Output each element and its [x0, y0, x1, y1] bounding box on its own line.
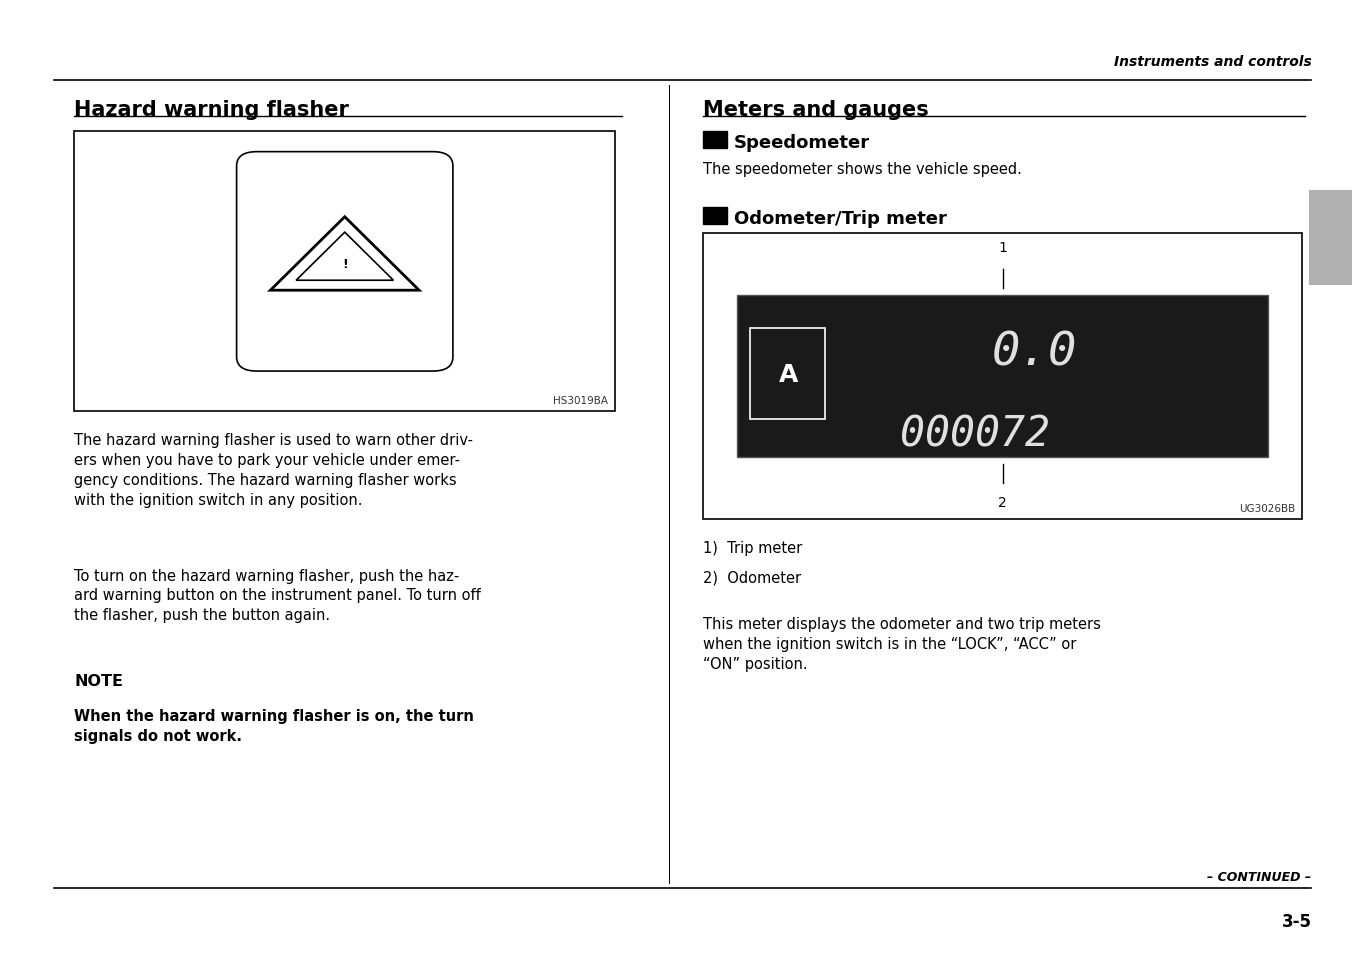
- Polygon shape: [296, 233, 393, 281]
- FancyBboxPatch shape: [74, 132, 615, 412]
- Text: 000072: 000072: [900, 413, 1051, 455]
- FancyBboxPatch shape: [737, 295, 1268, 457]
- FancyBboxPatch shape: [703, 233, 1302, 519]
- Text: !: !: [342, 257, 347, 271]
- Text: The hazard warning flasher is used to warn other driv-
ers when you have to park: The hazard warning flasher is used to wa…: [74, 433, 473, 507]
- FancyBboxPatch shape: [237, 152, 453, 372]
- Text: To turn on the hazard warning flasher, push the haz-
ard warning button on the i: To turn on the hazard warning flasher, p…: [74, 568, 481, 622]
- Text: 2: 2: [998, 496, 1007, 510]
- Text: – CONTINUED –: – CONTINUED –: [1207, 870, 1311, 883]
- Text: A: A: [779, 362, 798, 387]
- Text: Speedometer: Speedometer: [734, 133, 871, 152]
- Text: Odometer/Trip meter: Odometer/Trip meter: [734, 210, 946, 228]
- Text: When the hazard warning flasher is on, the turn
signals do not work.: When the hazard warning flasher is on, t…: [74, 708, 475, 742]
- FancyBboxPatch shape: [703, 208, 727, 225]
- FancyBboxPatch shape: [703, 132, 727, 149]
- Text: This meter displays the odometer and two trip meters
when the ignition switch is: This meter displays the odometer and two…: [703, 617, 1101, 671]
- FancyBboxPatch shape: [750, 329, 825, 419]
- Text: NOTE: NOTE: [74, 674, 123, 689]
- Text: 3-5: 3-5: [1282, 912, 1311, 930]
- Text: The speedometer shows the vehicle speed.: The speedometer shows the vehicle speed.: [703, 162, 1022, 177]
- Text: Instruments and controls: Instruments and controls: [1114, 54, 1311, 69]
- Text: 1: 1: [998, 241, 1007, 255]
- Text: 0.0: 0.0: [991, 330, 1078, 375]
- Polygon shape: [270, 217, 419, 291]
- Text: Hazard warning flasher: Hazard warning flasher: [74, 100, 349, 120]
- Text: 1)  Trip meter: 1) Trip meter: [703, 540, 802, 556]
- Text: HS3019BA: HS3019BA: [553, 396, 608, 406]
- Text: Meters and gauges: Meters and gauges: [703, 100, 929, 120]
- Text: UG3026BB: UG3026BB: [1238, 504, 1295, 514]
- FancyBboxPatch shape: [1309, 191, 1352, 286]
- Text: 2)  Odometer: 2) Odometer: [703, 570, 802, 585]
